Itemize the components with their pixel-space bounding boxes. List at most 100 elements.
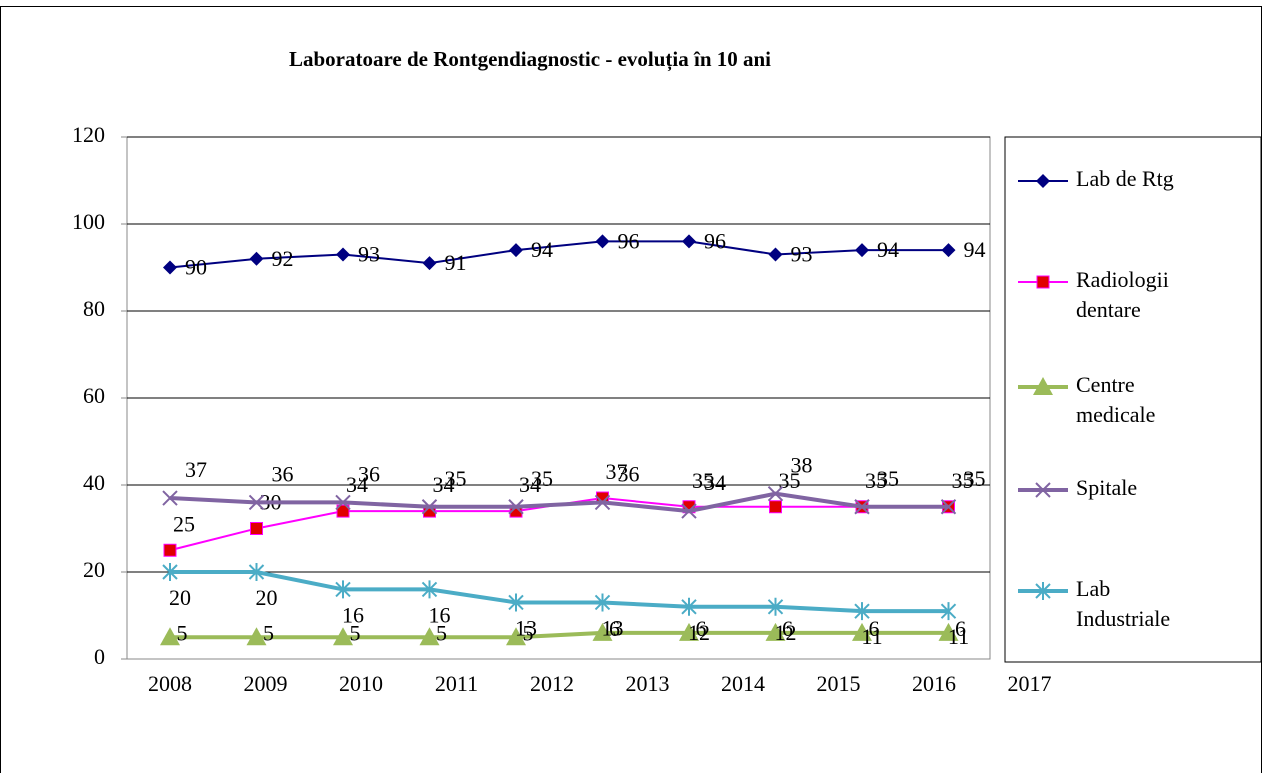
data-label: 96 [704, 228, 726, 253]
data-label: 13 [515, 615, 537, 640]
data-label: 25 [173, 511, 195, 536]
marker [1036, 275, 1050, 289]
data-label: 34 [346, 472, 368, 497]
data-label: 35 [692, 468, 714, 493]
data-label: 6 [696, 616, 707, 641]
data-label: 96 [618, 228, 640, 253]
data-label: 20 [169, 585, 191, 610]
marker [508, 499, 524, 515]
data-label: 20 [256, 585, 278, 610]
marker [1035, 482, 1051, 498]
legend-label: Lab de Rtg [1076, 166, 1174, 191]
marker [335, 580, 351, 599]
marker [682, 234, 696, 249]
marker [249, 251, 264, 266]
marker [336, 504, 350, 518]
marker [248, 563, 265, 581]
data-label: 94 [964, 237, 986, 262]
x-tick-label: 2009 [244, 671, 288, 696]
x-tick-label: 2013 [626, 671, 670, 696]
chart-title: Laboratoare de Rontgendiagnostic - evolu… [289, 47, 771, 72]
x-tick-label: 2016 [912, 671, 956, 696]
marker [765, 622, 786, 641]
data-label: 16 [429, 602, 451, 627]
marker [248, 494, 265, 511]
data-label: 90 [185, 255, 207, 280]
marker [163, 260, 177, 275]
series-line [170, 630, 949, 640]
marker [162, 490, 178, 506]
data-label: 35 [964, 466, 986, 491]
marker [246, 627, 267, 646]
legend-label: Lab Industriale [1076, 576, 1170, 631]
marker [422, 256, 437, 271]
data-label: 6 [869, 616, 880, 641]
marker [335, 494, 351, 511]
data-label: 37 [606, 459, 628, 484]
frame [0, 6, 1262, 773]
data-label: 34 [519, 472, 541, 497]
data-label: 6 [955, 616, 966, 641]
data-label: 5 [177, 620, 188, 645]
data-label: 11 [948, 624, 969, 649]
x-tick-label: 2014 [721, 671, 765, 696]
data-label: 5 [436, 620, 447, 645]
marker [421, 580, 438, 599]
marker [940, 602, 957, 621]
legend-box [1004, 136, 1262, 663]
marker [508, 593, 524, 612]
marker [767, 485, 784, 502]
marker [594, 593, 611, 612]
data-label: 93 [358, 241, 380, 266]
y-tick-label: 60 [83, 383, 105, 408]
marker [854, 602, 870, 621]
marker [767, 597, 784, 616]
series-line [169, 240, 949, 269]
x-tick-label: 2010 [339, 671, 383, 696]
data-label: 5 [263, 620, 274, 645]
marker [250, 522, 263, 535]
data-label: 13 [602, 615, 624, 640]
marker [854, 499, 870, 515]
marker [333, 627, 353, 646]
marker [940, 499, 957, 515]
marker [768, 247, 783, 262]
marker [1036, 174, 1050, 188]
marker [160, 627, 180, 646]
data-label: 6 [609, 616, 620, 641]
marker [852, 622, 872, 641]
marker [509, 243, 523, 258]
marker [1033, 377, 1053, 395]
data-label: 36 [358, 461, 380, 486]
x-tick-label: 2011 [435, 671, 478, 696]
x-tick-label: 2015 [817, 671, 861, 696]
marker [419, 627, 440, 646]
x-tick-label: 2008 [148, 671, 192, 696]
data-label: 5 [350, 620, 361, 645]
data-label: 34 [704, 470, 726, 495]
data-label: 35 [877, 466, 899, 491]
marker [163, 543, 177, 557]
y-tick-label: 40 [83, 470, 105, 495]
marker [681, 503, 697, 519]
marker [595, 234, 610, 249]
data-label: 36 [618, 461, 640, 486]
data-label: 12 [775, 620, 797, 645]
data-label: 35 [531, 466, 553, 491]
data-label: 92 [272, 246, 294, 271]
series-line [170, 570, 949, 614]
marker [941, 243, 956, 258]
data-label: 38 [791, 453, 813, 478]
data-label: 93 [791, 241, 813, 266]
marker [769, 500, 782, 514]
marker [855, 243, 869, 258]
marker [1035, 582, 1051, 600]
data-label: 94 [877, 237, 899, 262]
marker [681, 597, 697, 616]
data-label: 12 [688, 620, 710, 645]
data-label: 35 [779, 468, 801, 493]
data-label: 16 [342, 602, 364, 627]
data-label: 6 [782, 616, 793, 641]
marker [336, 247, 350, 262]
